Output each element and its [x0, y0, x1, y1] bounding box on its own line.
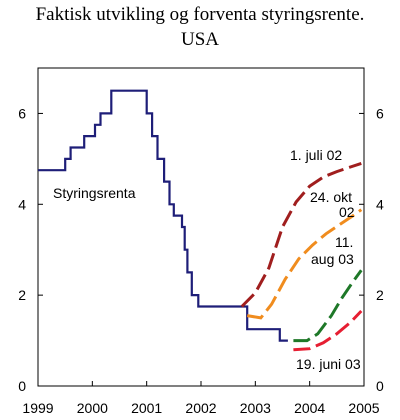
series-11-aug-03 [293, 269, 363, 343]
series-styringsrenta [38, 89, 288, 342]
y-tick-label-right: 2 [376, 287, 384, 303]
x-tick-label: 1999 [22, 400, 53, 416]
y-tick-label-left: 6 [18, 105, 26, 121]
annotation-okt02-line2: 02 [339, 204, 355, 220]
x-tick-label: 2001 [131, 400, 162, 416]
x-tick-label: 2005 [348, 400, 379, 416]
x-tick-label: 2002 [185, 400, 216, 416]
chart-subtitle: USA [180, 29, 219, 50]
series-24-okt-02 [246, 208, 363, 320]
y-tick-label-left: 4 [18, 196, 26, 212]
annotation-jul02: 1. juli 02 [290, 147, 342, 163]
annotation-aug03-line2: aug 03 [311, 251, 354, 267]
annotation-jun03: 19. juni 03 [296, 356, 361, 372]
y-tick-label-left: 0 [18, 378, 26, 394]
annotation-okt02-line1: 24. okt [310, 189, 352, 205]
chart-title: Faktisk utvikling og forventa styringsre… [35, 4, 365, 25]
y-tick-label-right: 0 [376, 378, 384, 394]
series-19-juni-03 [293, 309, 363, 352]
annotation-styringsrenta: Styringsrenta [53, 185, 136, 201]
y-tick-label-left: 2 [18, 287, 26, 303]
plot-frame [37, 67, 365, 387]
series-1-juli-02 [240, 161, 362, 308]
x-tick-label: 2000 [77, 400, 108, 416]
x-tick-label: 2003 [240, 400, 271, 416]
annotation-aug03-line1: 11. [335, 234, 353, 250]
y-tick-label-right: 6 [376, 105, 384, 121]
y-tick-label-right: 4 [376, 196, 384, 212]
x-tick-label: 2004 [294, 400, 325, 416]
